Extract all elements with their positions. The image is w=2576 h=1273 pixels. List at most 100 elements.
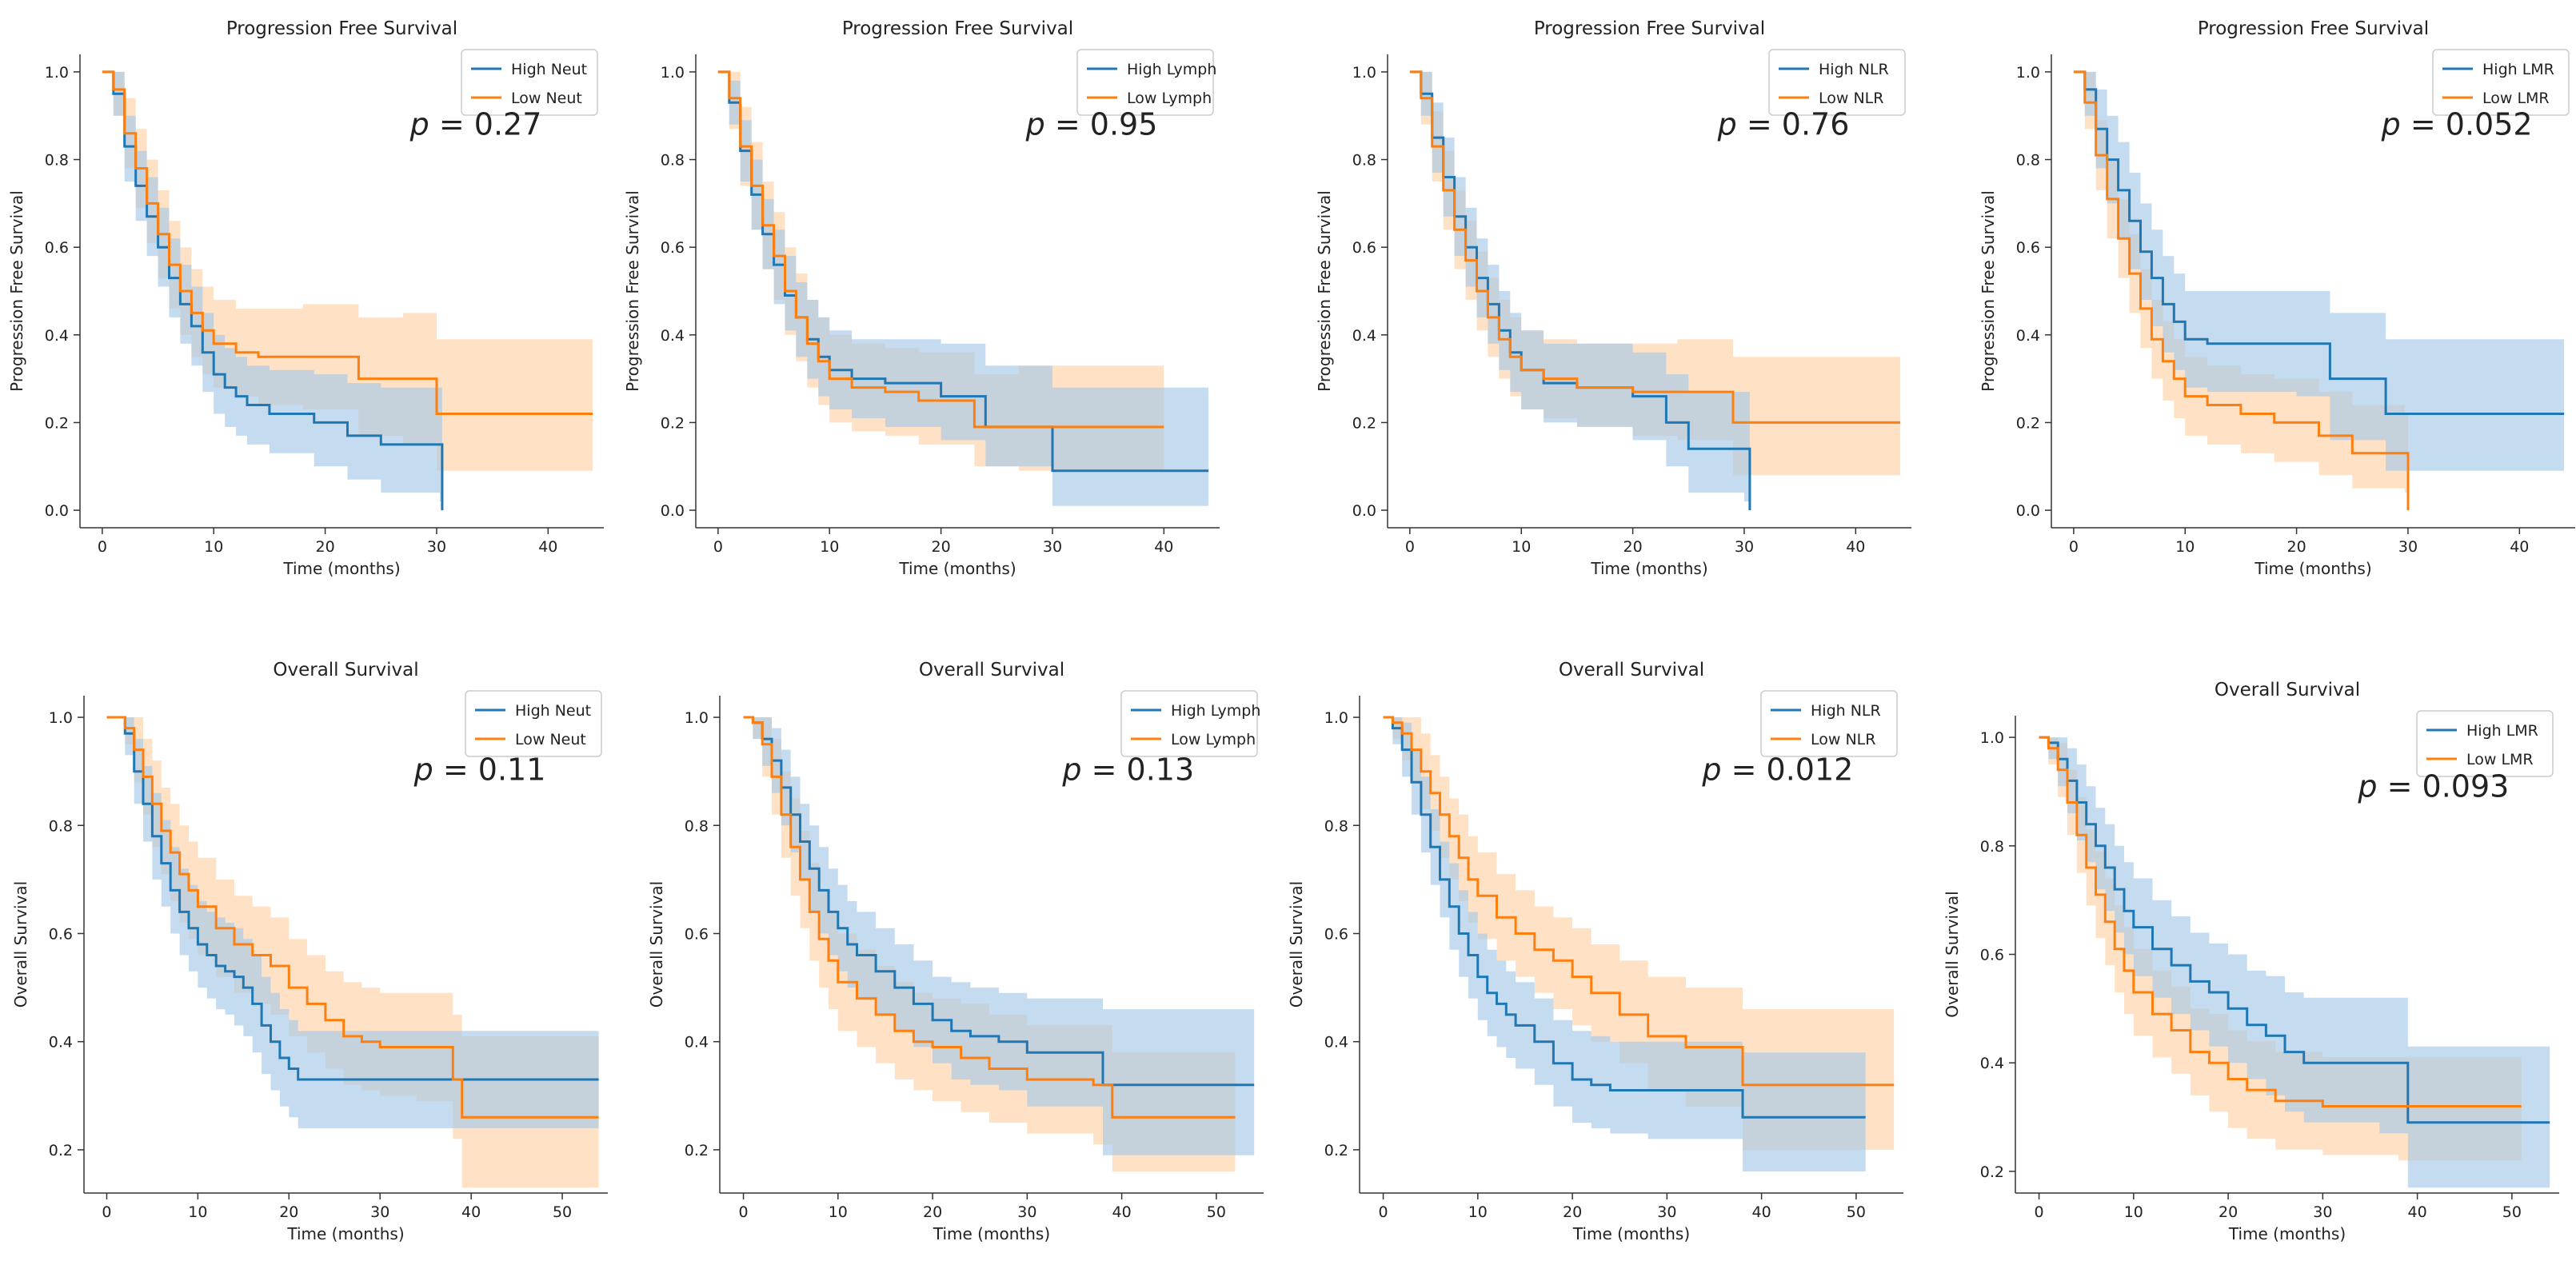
x-tick-label: 10 (2175, 538, 2195, 556)
legend-label: High Lymph (1127, 61, 1216, 78)
survival-line-high-nlr (1383, 716, 1866, 1119)
x-tick-label: 30 (370, 1203, 389, 1221)
y-tick-label: 0.2 (45, 414, 69, 432)
x-tick-label: 20 (932, 538, 951, 556)
y-tick-label: 0.6 (661, 239, 685, 257)
y-tick-label: 1.0 (1352, 64, 1376, 82)
x-tick-label: 10 (1468, 1203, 1488, 1221)
survival-line-low-lmr (2073, 70, 2410, 511)
legend-label: High Neut (511, 61, 587, 78)
survival-line-high-neut (102, 70, 444, 511)
ci-band-high-neut (106, 717, 599, 1128)
p-value-annotation: p = 0.012 (1701, 752, 1853, 788)
legend-label: High LMR (2466, 722, 2538, 740)
ci-band-low-lmr (2073, 71, 2408, 511)
y-tick-label: 0.0 (1352, 502, 1376, 520)
legend-label: Low NLR (1811, 731, 1875, 748)
legend-label: Low Neut (515, 731, 586, 748)
x-axis-label: Time (months) (282, 559, 400, 578)
x-tick-label: 0 (98, 538, 107, 556)
x-tick-label: 0 (2035, 1203, 2044, 1221)
km-panel-1: Progression Free Survival 0 10 20 30 40 0.0 0.2… (7, 18, 604, 578)
x-tick-label: 10 (2124, 1203, 2143, 1221)
x-axis-label: Time (months) (1572, 1224, 1690, 1243)
x-tick-label: 20 (279, 1203, 298, 1221)
survival-line-low-lymph (743, 716, 1236, 1119)
ci-band-low-lmr (2039, 737, 2522, 1161)
y-tick-label: 0.4 (49, 1034, 73, 1052)
panel-title: Progression Free Survival (842, 18, 1073, 39)
y-tick-label: 0.8 (45, 152, 69, 170)
legend-label: High Neut (515, 702, 591, 720)
x-tick-label: 40 (1846, 538, 1865, 556)
x-tick-label: 40 (2510, 538, 2529, 556)
legend-label: High NLR (1819, 61, 1889, 78)
y-tick-label: 1.0 (45, 64, 69, 82)
legend-label: Low Neut (511, 90, 582, 107)
x-tick-label: 10 (829, 1203, 848, 1221)
ci-band-high-lymph (717, 71, 1209, 506)
legend-label: Low LMR (2482, 90, 2550, 107)
legend-label: Low Lymph (1127, 90, 1212, 107)
x-tick-label: 30 (2313, 1203, 2332, 1221)
x-tick-label: 30 (1017, 1203, 1036, 1221)
x-axis-label: Time (months) (898, 559, 1016, 578)
y-tick-label: 0.8 (49, 817, 73, 835)
legend: High LMR Low LMR (2432, 49, 2570, 116)
y-tick-label: 0.6 (1324, 925, 1348, 943)
y-tick-label: 0.2 (1352, 414, 1376, 432)
y-tick-label: 0.6 (45, 239, 69, 257)
y-tick-label: 0.2 (1324, 1142, 1348, 1159)
y-tick-label: 0.4 (2016, 327, 2040, 345)
p-value-annotation: p = 0.76 (1717, 107, 1850, 142)
y-tick-label: 1.0 (49, 709, 73, 727)
y-tick-label: 0.2 (685, 1142, 709, 1159)
y-tick-label: 0.8 (1352, 152, 1376, 170)
y-tick-label: 0.6 (1352, 239, 1376, 257)
x-tick-label: 0 (1379, 1203, 1388, 1221)
survival-line-high-lymph (743, 716, 1255, 1087)
survival-line-low-nlr (1383, 716, 1895, 1087)
y-axis-label: Overall Survival (647, 881, 666, 1008)
y-tick-label: 0.4 (685, 1034, 709, 1052)
x-tick-label: 40 (1154, 538, 1173, 556)
x-tick-label: 50 (2502, 1203, 2522, 1221)
y-tick-label: 0.2 (49, 1142, 73, 1159)
x-axis-label: Time (months) (2254, 559, 2371, 578)
panel-title: Overall Survival (2215, 680, 2360, 700)
y-axis-label: Progression Free Survival (1315, 190, 1334, 392)
y-tick-label: 0.0 (661, 502, 685, 520)
panel-title: Overall Survival (919, 660, 1064, 680)
y-tick-label: 0.0 (45, 502, 69, 520)
x-tick-label: 20 (2219, 1203, 2238, 1221)
survival-line-high-lmr (2039, 736, 2550, 1124)
panel-title: Progression Free Survival (1534, 18, 1765, 39)
ci-band-high-lmr (2039, 737, 2550, 1188)
x-tick-label: 0 (2069, 538, 2079, 556)
y-tick-label: 0.4 (1980, 1055, 2004, 1072)
x-tick-label: 20 (2287, 538, 2306, 556)
x-tick-label: 40 (1112, 1203, 1132, 1221)
p-value-annotation: p = 0.11 (413, 752, 546, 788)
y-tick-label: 0.8 (685, 817, 709, 835)
legend-label: High LMR (2482, 61, 2554, 78)
p-value-annotation: p = 0.95 (1025, 107, 1158, 142)
y-tick-label: 0.2 (1980, 1163, 2004, 1181)
legend: High Lymph Low Lymph (1076, 49, 1216, 116)
x-tick-label: 40 (461, 1203, 481, 1221)
y-tick-label: 0.4 (1324, 1034, 1348, 1052)
y-axis-label: Overall Survival (11, 881, 30, 1008)
survival-line-high-lmr (2073, 70, 2565, 415)
y-axis-label: Overall Survival (1943, 891, 1962, 1017)
x-axis-label: Time (months) (286, 1224, 404, 1243)
survival-line-low-neut (102, 70, 593, 415)
y-axis-label: Overall Survival (1287, 881, 1306, 1008)
y-tick-label: 0.6 (49, 925, 73, 943)
legend-label: Low Lymph (1171, 731, 1256, 748)
survival-line-low-lmr (2039, 736, 2522, 1107)
panel-title: Progression Free Survival (2198, 18, 2429, 39)
legend-label: Low NLR (1819, 90, 1883, 107)
x-tick-label: 30 (1735, 538, 1754, 556)
y-tick-label: 0.6 (1980, 947, 2004, 964)
